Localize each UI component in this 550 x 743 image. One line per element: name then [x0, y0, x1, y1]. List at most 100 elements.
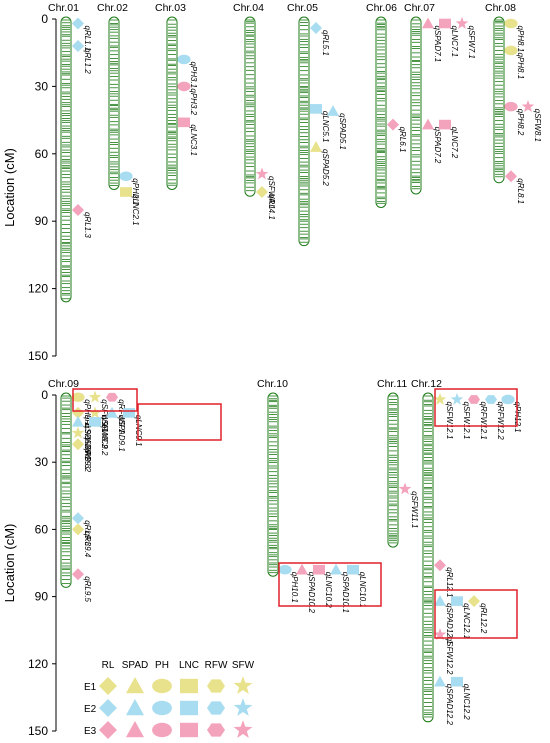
chromosome-label: Chr.01	[48, 2, 79, 14]
y-tick-label: 0	[41, 388, 48, 402]
chromosome-label: Chr.09	[48, 378, 79, 390]
legend-column-label: PH	[155, 660, 169, 671]
highlight-box	[434, 589, 518, 639]
rect-marker	[439, 119, 451, 130]
qtl-label: qPH2.1	[131, 178, 140, 205]
qtl-qrl12-2: qRL12.2	[468, 595, 488, 634]
diamond-marker	[72, 17, 84, 30]
chromosome-body	[166, 16, 178, 190]
triangle-marker	[126, 721, 144, 738]
star-marker	[233, 676, 253, 695]
legend-row-label: E3	[84, 726, 97, 737]
qtl-label: qLNC9.2	[100, 424, 109, 456]
qtl-qph3-1: qPH3.1	[177, 54, 198, 88]
triangle-marker	[126, 677, 144, 694]
qtl-qrfw12-2: qRFW12.2	[485, 395, 505, 440]
ellipse-marker	[177, 81, 191, 92]
chromosome-chr07: Chr.07	[404, 2, 435, 195]
y-axis-label: Location (cM)	[2, 524, 17, 603]
qtl-label: qLNC10.2	[324, 572, 333, 609]
hexagon-marker	[106, 392, 118, 402]
qtl-qsfw9-1: qSFW9.1	[88, 390, 109, 433]
ellipse-marker	[278, 564, 292, 575]
y-tick-label: 120	[28, 657, 48, 671]
star-marker	[233, 720, 253, 739]
qtl-qlnc12-2: qLNC12.2	[451, 676, 471, 720]
triangle-marker	[422, 118, 434, 130]
rect-marker	[123, 408, 135, 418]
chromosome-chr03: Chr.03	[155, 2, 186, 190]
qtl-label: qRL8.1	[516, 178, 525, 204]
qtl-qsfw7-1: qSFW7.1	[455, 16, 476, 59]
qtl-label: qRFW12.2	[496, 401, 505, 440]
legend-swatch	[99, 699, 117, 717]
legend-swatch	[99, 677, 117, 695]
qtl-qspad9-1: qSPAD9.1	[106, 406, 126, 452]
qtl-qlnc9-2: qLNC9.2	[89, 417, 109, 456]
chromosome-chr10: Chr.10	[257, 378, 288, 577]
triangle-marker	[422, 17, 434, 29]
chromosome-chr05: Chr.05	[287, 2, 318, 247]
diamond-marker	[505, 170, 517, 183]
qtl-label: qPH8.2	[516, 109, 525, 136]
legend-swatch-scale	[99, 677, 117, 695]
qtl-label: qSPAD7.1	[433, 25, 442, 62]
legend-swatch-scale	[152, 722, 172, 738]
ellipse-marker	[152, 700, 172, 716]
chromosome-body	[422, 392, 434, 723]
qtl-qsfw12-1: qSFW12.1	[433, 392, 454, 439]
qtl-qrl9-4: qRL9.4	[72, 523, 92, 558]
highlight-box	[137, 403, 222, 441]
legend-swatch	[180, 678, 198, 694]
hexagon-marker	[207, 679, 225, 693]
qtl-qlnc7-2: qLNC7.2	[439, 119, 459, 159]
chromosome-body	[375, 16, 387, 208]
rect-marker	[451, 596, 463, 606]
qtl-label: qSPAD9.2	[83, 424, 92, 461]
diamond-marker	[72, 39, 84, 52]
star-marker	[88, 406, 102, 419]
qtl-label: qPH10.1	[290, 572, 299, 603]
qtl-qph9-1: qPH9.1	[71, 392, 92, 426]
qtl-label: qRFW9.1	[117, 399, 126, 433]
qtl-label: qSPAD12.2	[445, 684, 454, 726]
legend-swatch-scale	[126, 721, 144, 738]
diamond-marker	[72, 512, 84, 525]
qtl-qspad9-2: qSPAD9.2	[72, 415, 92, 461]
rect-marker	[310, 104, 322, 114]
legend-swatch	[180, 722, 198, 738]
qtl-label: qPH3.2	[189, 88, 198, 115]
legend-swatch-scale	[99, 699, 117, 717]
qtl-label: qSPAD12.1	[445, 603, 454, 644]
diamond-marker	[468, 595, 480, 608]
qtl-qrl1-2: qRL1.2	[72, 39, 92, 74]
diamond-marker	[99, 677, 117, 695]
y-tick-label: 90	[35, 590, 49, 604]
ellipse-marker	[152, 722, 172, 738]
qtl-label: qLNC7.1	[450, 25, 459, 57]
qtl-qph10-1: qPH10.1	[278, 564, 299, 603]
diamond-marker	[256, 185, 268, 198]
legend-swatch-scale	[180, 678, 198, 694]
qtl-qrl9-5: qRL9.5	[72, 568, 92, 603]
legend-swatch	[152, 678, 172, 694]
chromosome-body	[267, 392, 279, 577]
qtl-label: qRL12.2	[479, 603, 488, 634]
highlight-box	[72, 388, 138, 412]
qtl-label: qSPAD5.1	[338, 113, 347, 150]
legend-swatch-scale	[207, 701, 225, 715]
diamond-marker	[434, 559, 446, 572]
qtl-label: qRFW12.1	[479, 401, 488, 439]
qtl-label: qLNC7.2	[450, 127, 459, 159]
legend-swatch	[233, 676, 253, 695]
qtl-qspad10-1: qSPAD10.1	[330, 563, 350, 613]
star-marker	[71, 426, 85, 439]
triangle-marker	[310, 141, 322, 152]
qtl-qrfw9-1: qRFW9.1	[106, 392, 126, 433]
legend-swatch	[233, 698, 253, 717]
legend-column-label: SFW	[232, 660, 255, 671]
star-marker	[398, 482, 412, 495]
qtl-qspad10-2: qSPAD10.2	[296, 563, 316, 613]
chromosome-label: Chr.10	[257, 378, 288, 390]
